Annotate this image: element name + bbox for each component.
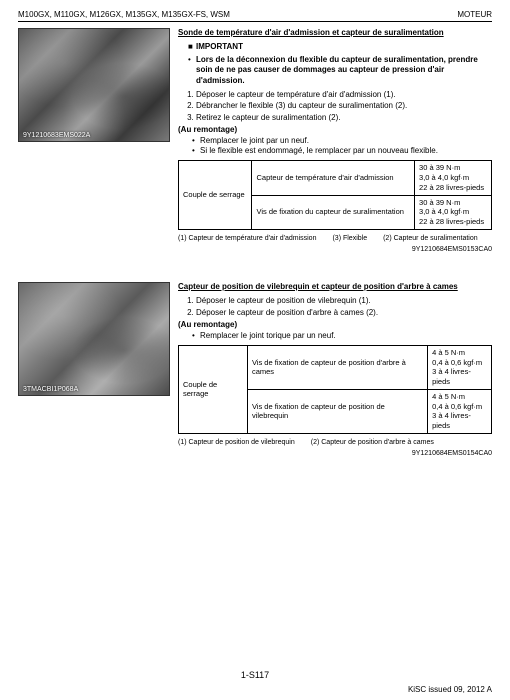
section-1-content: Sonde de température d'air d'admission e… xyxy=(178,28,492,254)
remount-label: (Au remontage) xyxy=(178,125,492,135)
torque-table-2: Couple de serrage Vis de fixation de cap… xyxy=(178,345,492,434)
torque-value: 4 à 5 N·m 0,4 à 0,6 kgf·m 3 à 4 livres-p… xyxy=(428,345,492,389)
legend-1: (1) Capteur de température d'air d'admis… xyxy=(178,234,492,243)
legend-item: (1) Capteur de position de vilebrequin xyxy=(178,438,295,447)
doc-code-2: 9Y1210684EMS0154CA0 xyxy=(178,449,492,458)
header-right: MOTEUR xyxy=(457,10,492,19)
figure-1-label: 9Y1210683EMS022A xyxy=(23,132,90,139)
section-intake-temp: 9Y1210683EMS022A Sonde de température d'… xyxy=(18,28,492,254)
sub-bullet: Remplacer le joint par un neuf. xyxy=(200,136,309,146)
section-crank-sensor: 3TMACBI1P068A Capteur de position de vil… xyxy=(18,282,492,458)
legend-item: (1) Capteur de température d'air d'admis… xyxy=(178,234,316,243)
legend-item: (3) Flexible xyxy=(332,234,367,243)
torque-value: 4 à 5 N·m 0,4 à 0,6 kgf·m 3 à 4 livres-p… xyxy=(428,389,492,433)
section-2-content: Capteur de position de vilebrequin et ca… xyxy=(178,282,492,458)
remount-label-2: (Au remontage) xyxy=(178,320,492,330)
torque-value: 30 à 39 N·m 3,0 à 4,0 kgf·m 22 à 28 livr… xyxy=(415,195,492,229)
page-number: 1-S117 xyxy=(0,670,510,680)
section-1-title: Sonde de température d'air d'admission e… xyxy=(178,28,492,38)
important-label: IMPORTANT xyxy=(196,42,243,52)
legend-item: (2) Capteur de suralimentation xyxy=(383,234,478,243)
torque-label: Couple de serrage xyxy=(179,161,252,230)
figure-2: 3TMACBI1P068A xyxy=(18,282,170,396)
torque-item: Vis de fixation du capteur de suraliment… xyxy=(252,195,415,229)
section-2-steps: Déposer le capteur de position de vilebr… xyxy=(178,296,492,318)
figure-1: 9Y1210683EMS022A xyxy=(18,28,170,142)
header-left: M100GX, M110GX, M126GX, M135GX, M135GX-F… xyxy=(18,10,230,19)
doc-code-1: 9Y1210684EMS0153CA0 xyxy=(178,245,492,254)
step: Débrancher le flexible (3) du capteur de… xyxy=(196,101,492,111)
legend-2: (1) Capteur de position de vilebrequin (… xyxy=(178,438,492,447)
torque-item: Capteur de température d'air d'admission xyxy=(252,161,415,195)
important-text: Lors de la déconnexion du flexible du ca… xyxy=(196,55,492,86)
section-2-title: Capteur de position de vilebrequin et ca… xyxy=(178,282,492,292)
torque-label: Couple de serrage xyxy=(179,345,248,433)
issue-stamp: KiSC issued 09, 2012 A xyxy=(408,685,492,694)
torque-item: Vis de fixation de capteur de position d… xyxy=(247,345,427,389)
section-1-steps: Déposer le capteur de température d'air … xyxy=(178,90,492,123)
torque-table-1: Couple de serrage Capteur de température… xyxy=(178,160,492,230)
legend-item: (2) Capteur de position d'arbre à cames xyxy=(311,438,434,447)
torque-value: 30 à 39 N·m 3,0 à 4,0 kgf·m 22 à 28 livr… xyxy=(415,161,492,195)
sub-bullet: Si le flexible est endommagé, le remplac… xyxy=(200,146,438,156)
figure-2-label: 3TMACBI1P068A xyxy=(23,386,78,393)
page-header: M100GX, M110GX, M126GX, M135GX, M135GX-F… xyxy=(18,10,492,22)
torque-item: Vis de fixation de capteur de position d… xyxy=(247,389,427,433)
step: Déposer le capteur de position d'arbre à… xyxy=(196,308,492,318)
step: Retirez le capteur de suralimentation (2… xyxy=(196,113,492,123)
step: Déposer le capteur de température d'air … xyxy=(196,90,492,100)
sub-bullet: Remplacer le joint torique par un neuf. xyxy=(200,331,336,341)
step: Déposer le capteur de position de vilebr… xyxy=(196,296,492,306)
